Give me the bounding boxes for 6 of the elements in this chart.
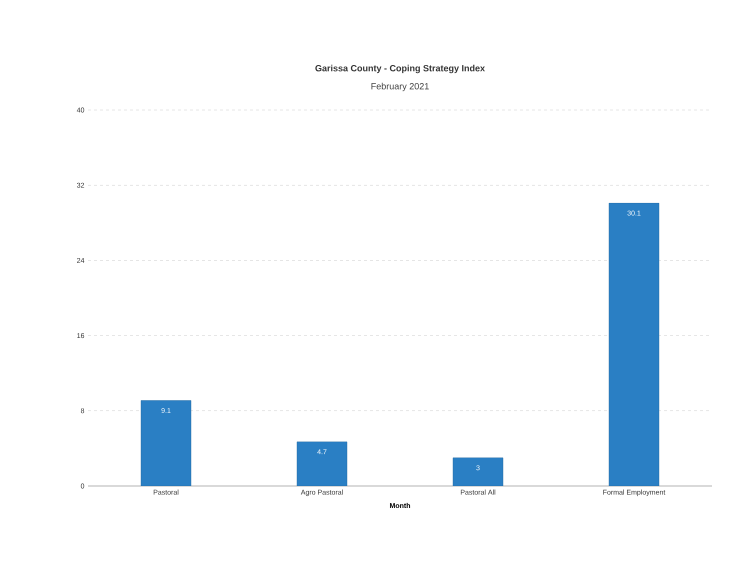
- bar: [296, 442, 348, 486]
- chart-subtitle: February 2021: [371, 82, 429, 92]
- bar: [608, 202, 660, 486]
- chart-title: Garissa County - Coping Strategy Index: [315, 64, 485, 74]
- bar: [140, 400, 192, 486]
- bar: [452, 458, 504, 486]
